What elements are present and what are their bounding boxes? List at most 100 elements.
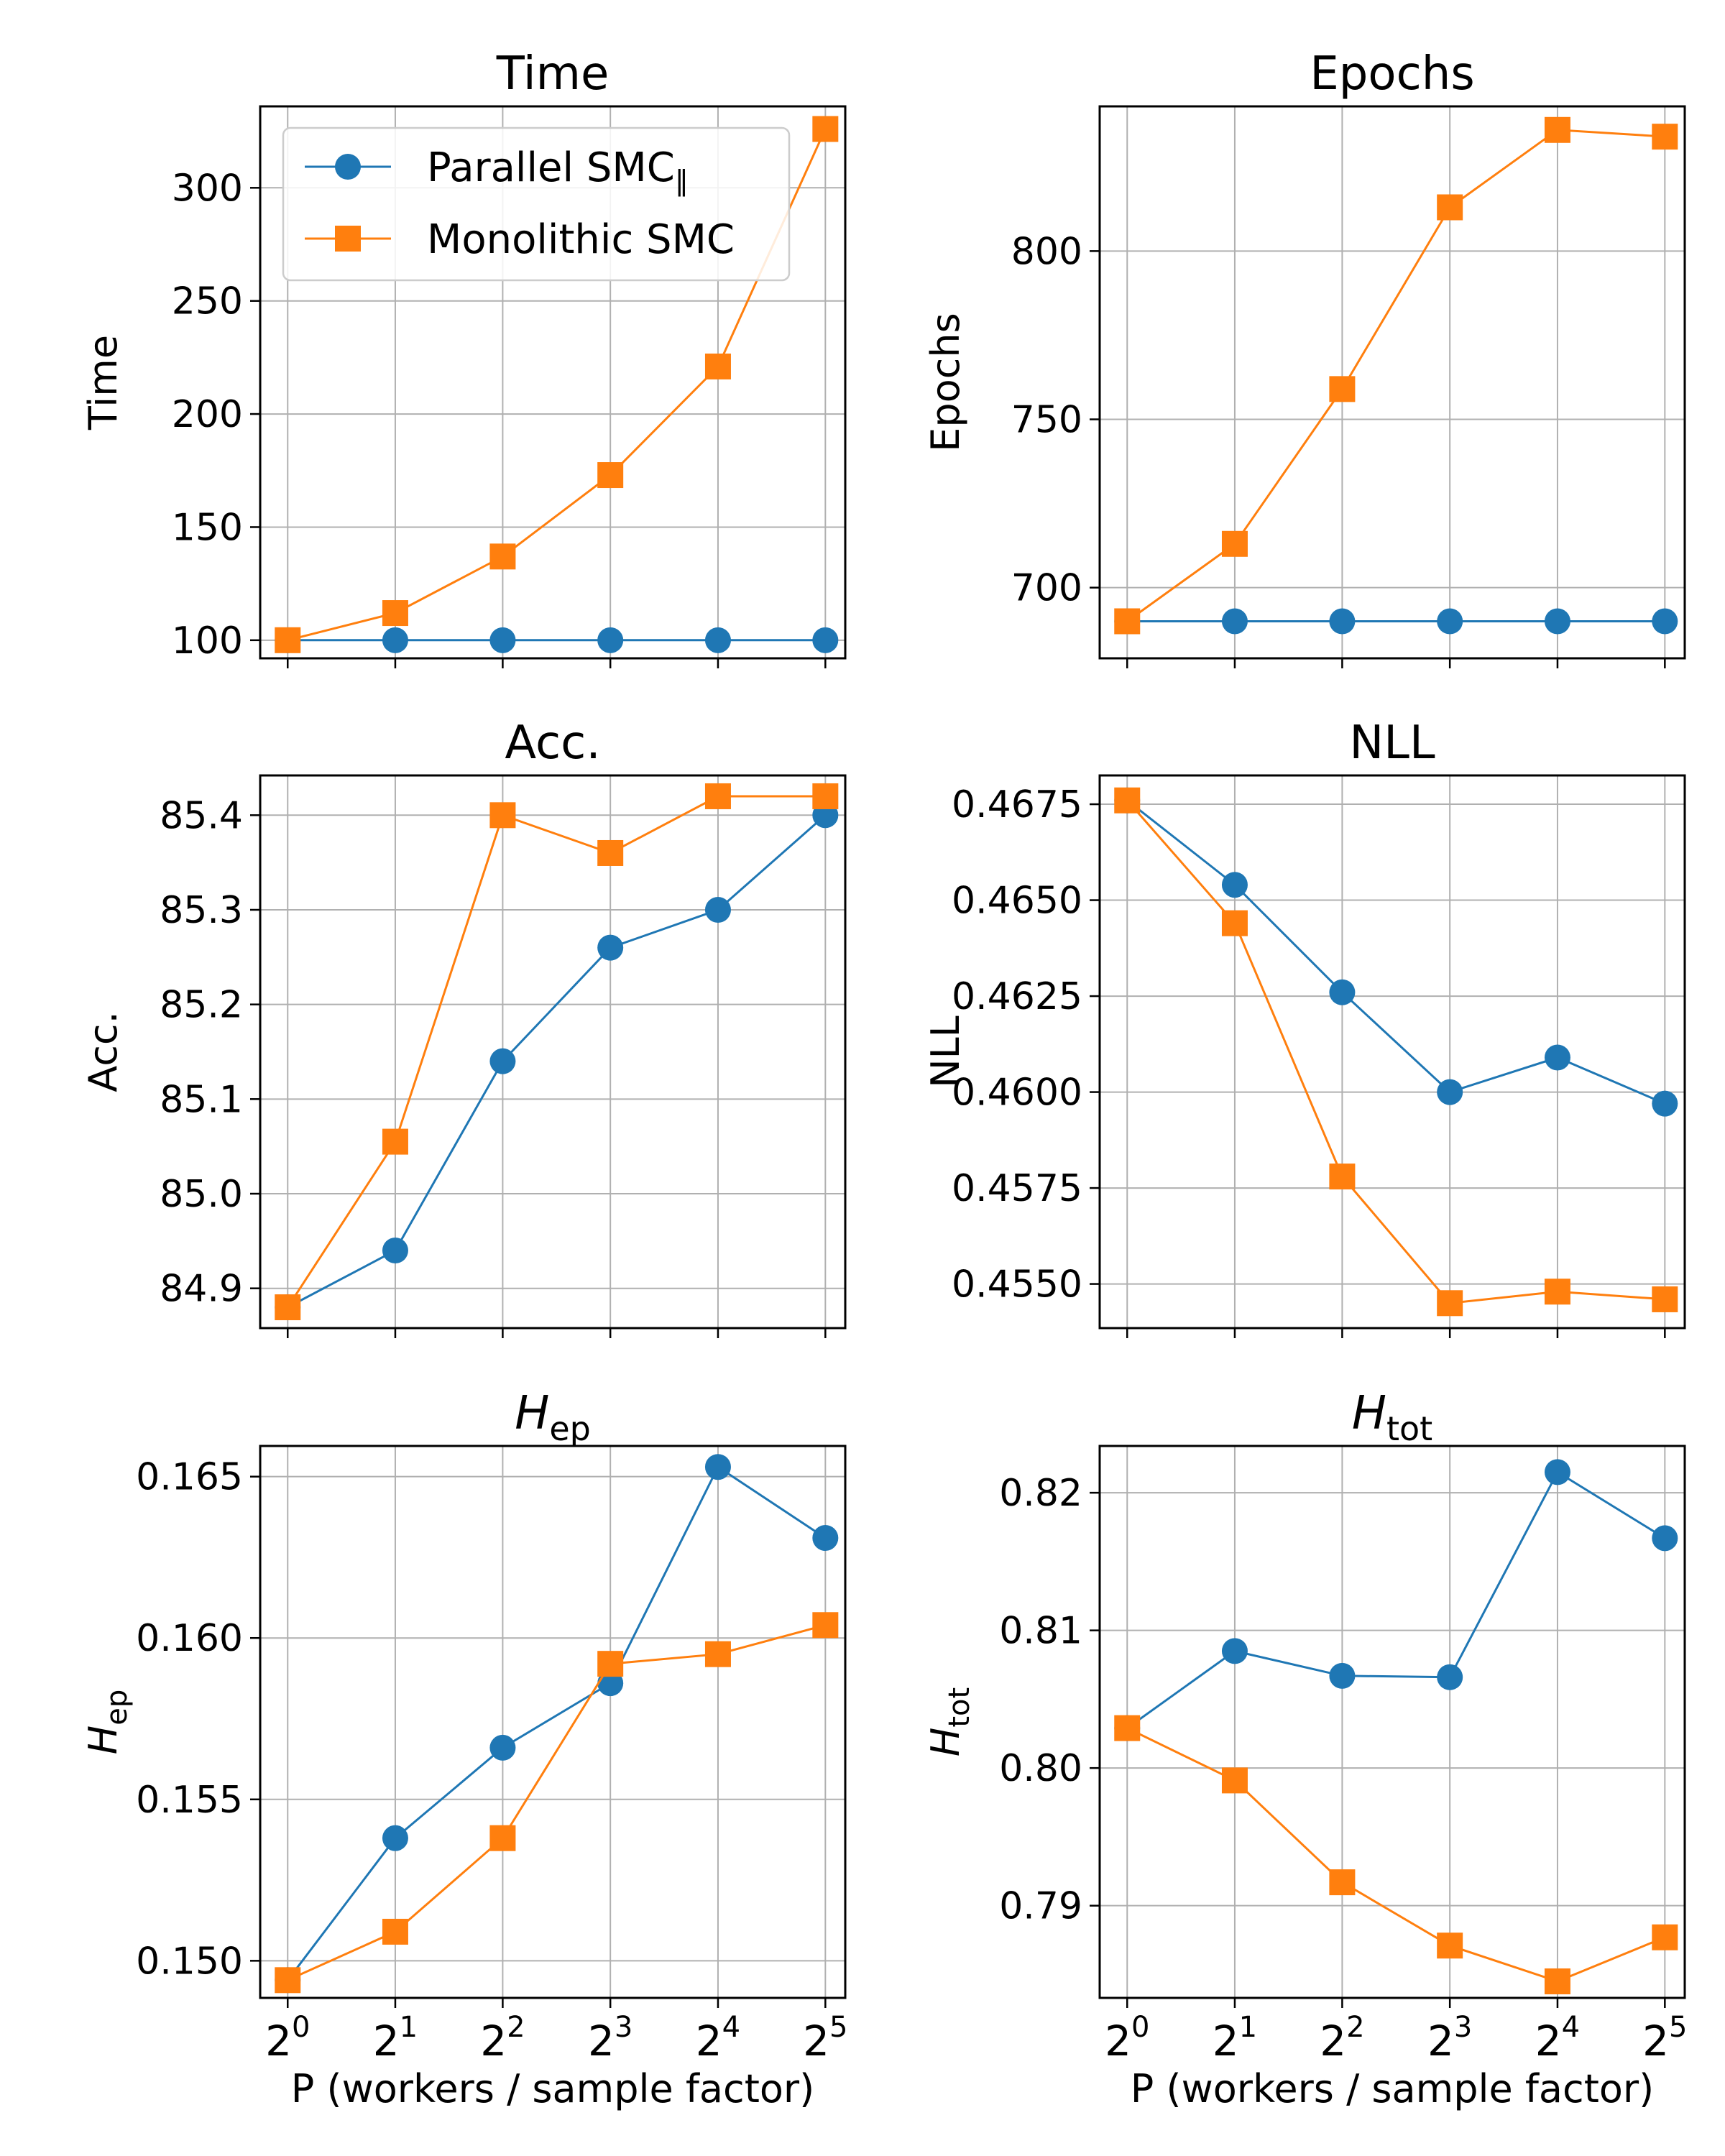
y-tick-label: 300 — [172, 167, 243, 210]
data-point — [1652, 608, 1678, 635]
series-line — [287, 128, 827, 642]
data-point — [275, 1967, 301, 1994]
data-point — [597, 627, 624, 653]
subplot-4: 0.4550 0.4575 0.4600 0.4625 0.4650 0.4675 NLL N… — [923, 717, 1686, 1338]
x-tick-label: 22 — [1320, 2011, 1364, 2065]
data-point — [704, 1454, 731, 1480]
y-tick-label: 0.4650 — [952, 880, 1082, 923]
data-point — [382, 1238, 408, 1264]
x-tick-label: 24 — [1535, 2011, 1580, 2065]
subplot-1: 100 150 200 250 300 Time Time — [80, 47, 847, 668]
y-tick-label: 85.0 — [160, 1173, 243, 1216]
data-point — [812, 1612, 839, 1639]
y-tick-label: 0.4675 — [952, 783, 1082, 826]
subplot-title: NLL — [1349, 717, 1435, 770]
data-point — [704, 896, 731, 923]
y-tick-label: 0.150 — [136, 1940, 243, 1983]
subplot-2: 700 750 800 Epochs Epochs — [923, 47, 1686, 668]
data-point — [489, 1825, 516, 1851]
y-tick-label: 0.4600 — [952, 1072, 1082, 1115]
data-point — [1329, 376, 1356, 402]
data-point — [1221, 872, 1248, 898]
data-point — [1221, 608, 1248, 635]
subplot-title: Acc. — [505, 717, 600, 770]
x-tick-label: 23 — [588, 2011, 632, 2065]
data-point — [382, 1128, 408, 1155]
legend-marker — [335, 154, 361, 180]
data-point — [597, 934, 624, 961]
y-tick-label: 0.4625 — [952, 975, 1082, 1018]
data-point — [1652, 124, 1678, 150]
grid — [260, 775, 845, 1328]
y-tick-label: 750 — [1011, 399, 1082, 442]
series-monolithic — [1114, 1715, 1678, 1995]
y-axis-label: Hep — [80, 1690, 134, 1755]
data-point — [1652, 1525, 1678, 1552]
y-tick-label: 0.160 — [136, 1617, 243, 1660]
legend-marker — [335, 226, 361, 252]
data-point — [1114, 787, 1141, 814]
subplot-title: Hep — [515, 1387, 591, 1448]
data-point — [812, 1525, 839, 1551]
axes-frame — [1098, 1445, 1686, 1999]
subplot-title: Htot — [1352, 1387, 1432, 1448]
legend-label: Parallel SMC‖ — [427, 144, 689, 197]
data-point — [812, 783, 839, 809]
series-monolithic — [275, 1612, 839, 1994]
y-axis-label: Epochs — [923, 313, 968, 451]
data-point — [1221, 1767, 1248, 1794]
x-tick-label: 21 — [373, 2011, 418, 2065]
series-parallel — [275, 802, 839, 1321]
data-point — [275, 627, 301, 653]
data-point — [1437, 194, 1463, 221]
axes-frame — [259, 105, 847, 660]
data-point — [1437, 1290, 1463, 1317]
data-point — [704, 353, 731, 379]
data-point — [489, 1048, 516, 1074]
data-point — [597, 1651, 624, 1677]
data-point — [1652, 1090, 1678, 1117]
subplot-title: Time — [496, 47, 610, 101]
data-point — [382, 627, 408, 653]
data-point — [1544, 116, 1570, 143]
series-parallel — [1114, 608, 1678, 635]
data-point — [489, 1734, 516, 1761]
data-point — [812, 627, 839, 653]
y-tick-label: 0.81 — [999, 1610, 1082, 1653]
data-point — [275, 1294, 301, 1321]
axes-frame — [1098, 105, 1686, 660]
x-axis-label: P (workers / sample factor) — [291, 2066, 814, 2111]
data-point — [1437, 1079, 1463, 1105]
series-line — [1126, 799, 1665, 1304]
data-point — [489, 627, 516, 653]
data-point — [1114, 608, 1141, 635]
x-axis-label: P (workers / sample factor) — [1131, 2066, 1654, 2111]
y-axis-label: NLL — [923, 1015, 968, 1088]
subplot-5: 0.150 0.155 0.160 0.165 20 21 22 23 24 25 Hep Hep P … — [80, 1387, 848, 2111]
axes-frame — [259, 774, 847, 1330]
y-tick-label: 100 — [172, 619, 243, 663]
legend-label: Monolithic SMC — [427, 216, 735, 263]
x-tick-label: 20 — [1105, 2011, 1149, 2065]
data-point — [597, 839, 624, 866]
subplot-3: 84.9 85.0 85.1 85.2 85.3 85.4 Acc. Acc. — [80, 717, 847, 1338]
series-parallel — [1114, 1459, 1678, 1741]
data-point — [382, 600, 408, 627]
y-tick-label: 0.155 — [136, 1779, 243, 1822]
data-point — [382, 1825, 408, 1851]
y-axis-label: Htot — [923, 1687, 976, 1756]
grid — [1100, 106, 1685, 658]
series-parallel — [275, 627, 839, 653]
series-line — [1126, 1727, 1665, 1983]
y-tick-label: 250 — [172, 280, 243, 323]
data-point — [1221, 1638, 1248, 1664]
x-tick-label: 22 — [480, 2011, 525, 2065]
data-point — [1544, 608, 1570, 635]
y-tick-label: 84.9 — [160, 1268, 243, 1311]
y-tick-label: 0.4550 — [952, 1263, 1082, 1307]
series-monolithic — [275, 116, 839, 653]
data-point — [1114, 1715, 1141, 1741]
data-point — [704, 783, 731, 809]
legend: Parallel SMC‖ Monolithic SMC — [282, 126, 791, 282]
